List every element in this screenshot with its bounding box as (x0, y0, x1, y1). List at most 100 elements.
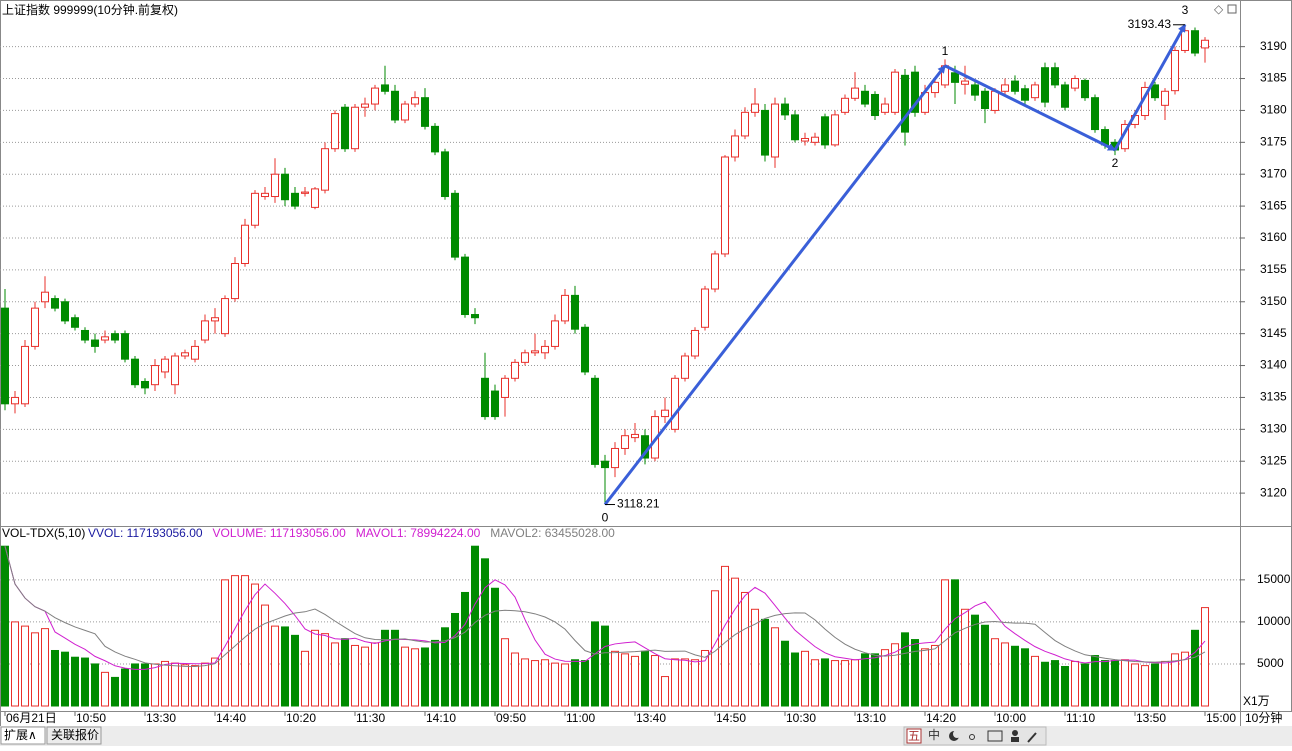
volume-bar (151, 663, 159, 707)
candle-body (111, 333, 119, 341)
volume-bar (171, 662, 179, 707)
x-tick-label: 14:40 (216, 711, 246, 725)
candle-body (881, 103, 889, 113)
toolbar-label[interactable]: 中 (928, 727, 940, 742)
window-icon[interactable] (1227, 4, 1237, 14)
volume-bar (721, 565, 729, 707)
volume-bar (81, 657, 89, 707)
volume-bar (551, 662, 559, 707)
candle-body (121, 333, 129, 360)
volume-bar (321, 633, 329, 707)
candle-body (821, 116, 829, 146)
candle-body (221, 298, 229, 335)
candle-body (571, 294, 579, 330)
unit-label: X1万 (1243, 694, 1270, 708)
candle-body (351, 106, 359, 150)
candle-body (381, 84, 389, 92)
x-tick-label: 13:40 (636, 711, 666, 725)
candle-body (701, 288, 709, 328)
volume-bar (501, 638, 509, 707)
candle-body (181, 352, 189, 357)
candle-body (901, 74, 909, 133)
candle-body (871, 93, 879, 117)
volume-bar (801, 650, 809, 707)
toolbar-icon[interactable] (969, 734, 975, 740)
price-label: 3118.21 (617, 497, 660, 511)
candle-body (341, 106, 349, 150)
candle-body (391, 90, 399, 121)
candle-body (1021, 88, 1029, 101)
toolbar (903, 726, 1047, 746)
wave-label: 3 (1182, 3, 1189, 17)
volume-bar (771, 627, 779, 707)
window-icon[interactable]: ◇ (1214, 2, 1224, 16)
candle-body (61, 301, 69, 322)
volume-bar (461, 591, 469, 707)
candle-body (31, 307, 39, 347)
tab-label[interactable]: 扩展∧ (4, 728, 37, 742)
candle-body (291, 192, 299, 207)
candle-body (911, 71, 919, 113)
volume-bar (351, 644, 359, 707)
candle-body (1001, 84, 1009, 92)
toolbar-button[interactable] (906, 728, 922, 744)
candle-body (981, 90, 989, 110)
tab-label[interactable]: 关联报价 (51, 727, 99, 742)
volume-bar (41, 628, 49, 707)
candle-body (21, 345, 29, 405)
volume-bar (271, 625, 279, 707)
toolbar-icon[interactable] (1012, 730, 1018, 736)
toolbar-icon[interactable] (987, 730, 1003, 742)
candle-body (671, 377, 679, 430)
volume-bar (571, 659, 579, 707)
x-tick-label: 15:00 (1206, 711, 1236, 725)
volume-bar (201, 662, 209, 707)
volume-bar (981, 624, 989, 707)
tab[interactable] (46, 726, 102, 745)
wave-line (944, 64, 1116, 152)
candle-body (81, 329, 89, 341)
volume-bar (1161, 660, 1169, 707)
volume-bar (1001, 642, 1009, 707)
indicator-value: VVOL: 117193056.00 (88, 526, 203, 540)
volume-bar (31, 632, 39, 707)
volume-bar (821, 658, 829, 707)
tab[interactable] (0, 726, 46, 745)
y-tick-label: 3160 (1260, 230, 1287, 244)
volume-bar (891, 643, 899, 707)
period-box (1241, 712, 1292, 726)
candle-body (991, 90, 999, 111)
volume-bar (751, 608, 759, 707)
x-tick-label: 13:50 (1136, 711, 1166, 725)
candle-body (741, 111, 749, 137)
volume-bar (1, 545, 9, 707)
volume-bar (931, 644, 939, 707)
volume-bar (481, 558, 489, 707)
candle-body (811, 136, 819, 143)
volume-bar (951, 579, 959, 707)
y-tick-label: 3180 (1260, 103, 1287, 117)
candle-body (101, 336, 109, 341)
candle-body (541, 345, 549, 354)
candle-body (1061, 84, 1069, 108)
toolbar-icon[interactable] (1027, 732, 1037, 743)
candle-body (51, 298, 59, 309)
volume-bar (661, 676, 669, 707)
y-tick-label: 3165 (1260, 198, 1287, 212)
x-tick-label: 10:20 (286, 711, 316, 725)
volume-bar (191, 665, 199, 707)
toolbar-label[interactable]: 五 (908, 729, 920, 743)
volume-bar (221, 579, 229, 707)
volume-bar (1031, 655, 1039, 707)
x-tick-label: 11:30 (356, 711, 385, 725)
candle-body (851, 87, 859, 99)
bottom-bar (0, 726, 1292, 746)
volume-bar (611, 650, 619, 707)
volume-bar (1011, 645, 1019, 707)
volume-bar (681, 658, 689, 707)
toolbar-icon (953, 730, 961, 738)
volume-bar (591, 621, 599, 707)
volume-bar (1141, 665, 1149, 707)
volume-bar (1041, 661, 1049, 707)
candle-body (91, 339, 99, 347)
